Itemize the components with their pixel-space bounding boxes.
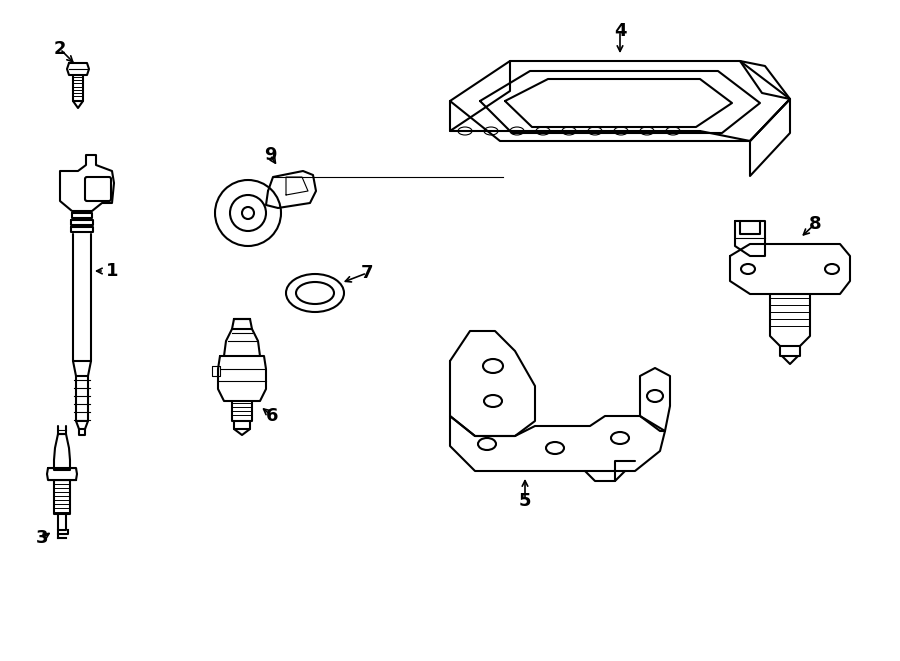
Text: 6: 6 <box>266 407 278 425</box>
Text: 2: 2 <box>54 40 67 58</box>
Text: 1: 1 <box>106 262 118 280</box>
Text: 8: 8 <box>809 215 822 233</box>
Text: 3: 3 <box>36 529 49 547</box>
Text: 5: 5 <box>518 492 531 510</box>
Text: 9: 9 <box>264 146 276 164</box>
Text: 4: 4 <box>614 22 626 40</box>
Text: 7: 7 <box>361 264 374 282</box>
